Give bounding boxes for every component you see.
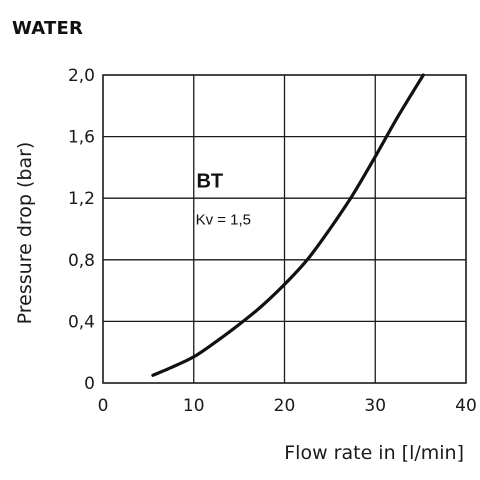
y-tick-label: 0 <box>84 374 95 394</box>
y-tick-label: 1,2 <box>68 189 95 209</box>
y-axis-label: Pressure drop (bar) <box>14 142 36 325</box>
x-tick-label: 40 <box>455 396 477 416</box>
series-label-bt: BT <box>196 170 223 192</box>
y-tick-label: 2,0 <box>68 66 95 86</box>
x-tick-label: 0 <box>98 396 109 416</box>
y-tick-label: 0,8 <box>68 251 95 271</box>
x-tick-label: 30 <box>364 396 386 416</box>
plot-frame <box>102 74 467 384</box>
chart-labels: Flow rate in [l/min] Pressure drop (bar)… <box>14 142 464 464</box>
x-axis-label: Flow rate in [l/min] <box>284 442 464 464</box>
plot-border <box>102 74 467 384</box>
x-axis-ticks: 0 10 20 30 40 <box>98 396 477 416</box>
series-line-bt <box>151 73 425 377</box>
kv-annotation: Kv = 1,5 <box>196 211 251 228</box>
series-layer <box>151 73 425 377</box>
x-tick-label: 10 <box>183 396 205 416</box>
grid <box>103 75 466 383</box>
chart-heading: WATER <box>12 18 84 39</box>
y-tick-label: 0,4 <box>68 312 95 332</box>
x-tick-label: 20 <box>274 396 296 416</box>
y-axis-ticks: 0 0,4 0,8 1,2 1,6 2,0 <box>68 66 95 394</box>
y-tick-label: 1,6 <box>68 128 95 148</box>
